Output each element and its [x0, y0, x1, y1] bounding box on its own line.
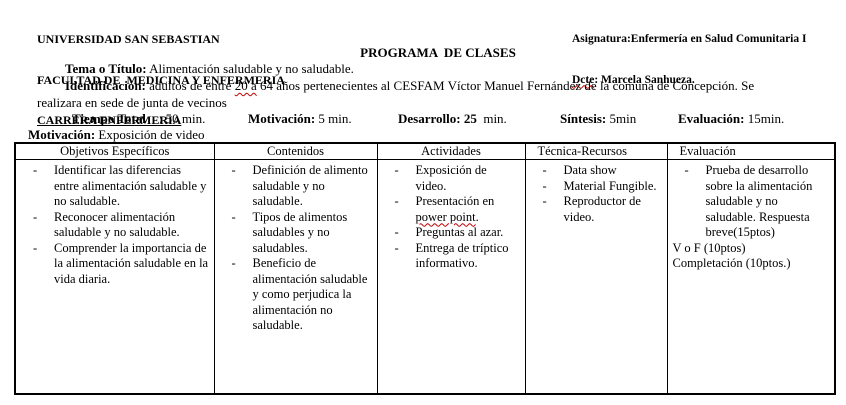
list-item: - Definición de alimento saludable y no s… [231, 163, 368, 208]
bullet-dash: - [33, 209, 38, 224]
bullet-dash: - [394, 240, 399, 255]
course-info: Asignatura:Enfermería en Salud Comunitar… [572, 6, 806, 101]
tema-line: Tema o Título: Alimentación saludable y … [65, 61, 354, 77]
column-header-actividades: Actividades [376, 142, 526, 160]
actividades-cell: - Exposición de video. - Presentación en p… [376, 159, 526, 395]
teacher-abbrev: Dcte [572, 73, 595, 86]
career-name: CARRERA ENFERMERIA [37, 113, 182, 127]
faculty-name: FACULTAD DE MEDICINA Y ENFERMERIA [37, 72, 285, 87]
list-item: - Beneficio de alimentación saludable y c… [231, 256, 368, 332]
table-header-row: Objetivos Específicos Contenidos Activid… [14, 142, 836, 160]
list-item: - Preguntas al azar. [394, 225, 504, 239]
bullet-dash: - [542, 178, 547, 193]
motivacion-label: Motivación: [28, 127, 96, 142]
tema-value: Alimentación saludable y no saludable. [146, 61, 354, 76]
objetivos-cell: - Identificar las diferencias entre alime… [14, 159, 215, 395]
subject-line: Asignatura:Enfermería en Salud Comunitar… [572, 33, 807, 45]
evaluacion-extra-line: V o F (10ptos) [672, 240, 746, 255]
list-item: - Entrega de tríptico informativo. [394, 240, 509, 271]
contenidos-cell: - Definición de alimento saludable y no s… [213, 159, 378, 395]
timing-line: Tiempo Total : 50 min. Motivación: 5 min… [0, 111, 846, 127]
list-item: - Reconocer alimentación saludable y no s… [33, 209, 180, 240]
document-title: PROGRAMA DE CLASES [360, 45, 516, 60]
bullet-dash: - [542, 194, 547, 208]
list-item: - Data show [542, 163, 617, 177]
university-name: UNIVERSIDAD SAN SEBASTIAN [37, 32, 220, 46]
bullet-dash: - [394, 163, 399, 177]
bullet-dash: - [231, 256, 236, 270]
bullet-dash: - [33, 163, 38, 177]
list-item: - Exposición de video. [394, 163, 487, 193]
identificacion-line: Identificación: adultos de entre 20 a 64… [65, 78, 754, 94]
bullet-dash: - [231, 209, 236, 224]
tecnica-recursos-cell: - Data show - Material Fungible. - Reproduc… [524, 159, 668, 395]
bullet-dash: - [33, 240, 38, 255]
identificacion-continuation: realizara en sede de junta de vecinos [37, 95, 227, 110]
class-plan-table: Objetivos Específicos Contenidos Activid… [14, 142, 836, 395]
misspelled-text: power point [415, 209, 476, 224]
evaluacion-cell: - Prueba de desarrollo sobre la alimentac… [666, 159, 836, 395]
bullet-dash: - [684, 163, 689, 177]
list-item: - Material Fungible. [542, 178, 657, 193]
column-header-tecnica-recursos: Técnica-Recursos [524, 142, 668, 160]
motivacion-value: Exposición de video [95, 127, 205, 142]
timing-total: Tiempo Total : 50 min. [72, 111, 206, 126]
list-item: - Presentación en power point. [394, 194, 495, 224]
bullet-dash: - [231, 163, 236, 177]
motivacion-line: Motivación: Exposición de video [28, 127, 205, 143]
column-header-contenidos: Contenidos [213, 142, 378, 160]
bullet-dash: - [542, 163, 547, 177]
letterhead: UNIVERSIDAD SAN SEBASTIAN FACULTAD DE ME… [37, 6, 285, 141]
bullet-dash: - [394, 225, 399, 239]
list-item: - Reproductor de video. [542, 194, 641, 224]
list-item: - Identificar las diferencias entre alime… [33, 163, 207, 208]
table-body-row: - Identificar las diferencias entre alime… [14, 159, 836, 395]
teacher-name: : Marcela Sanhueza. [594, 73, 695, 86]
timing-motivacion: Motivación: 5 min. [248, 111, 352, 126]
timing-desarrollo: Desarrollo: 25 min. [398, 111, 507, 126]
identificacion-text: adultos de entre [145, 78, 235, 93]
column-header-evaluacion: Evaluación [666, 142, 836, 160]
evaluacion-extra-line: Completación (10ptos.) [672, 256, 791, 270]
identificacion-misspelled: 20 a [234, 78, 257, 93]
bullet-dash: - [394, 194, 399, 208]
identificacion-label: Identificación: [65, 78, 146, 93]
list-item: - Tipos de alimentos saludables y no salu… [231, 209, 348, 255]
timing-evaluacion: Evaluación: 15min. [678, 111, 785, 126]
list-item: - Prueba de desarrollo sobre la alimentac… [684, 163, 813, 239]
identificacion-text-cont: 64 años pertenecientes al CESFAM Víctor … [256, 78, 755, 93]
teacher-line: Dcte: Marcela Sanhueza. [572, 74, 806, 88]
list-item: - Comprender la importancia de la aliment… [33, 240, 209, 286]
timing-sintesis: Síntesis: 5min [560, 111, 637, 126]
column-header-objetivos: Objetivos Específicos [14, 142, 215, 160]
tema-label: Tema o Título: [65, 61, 147, 76]
